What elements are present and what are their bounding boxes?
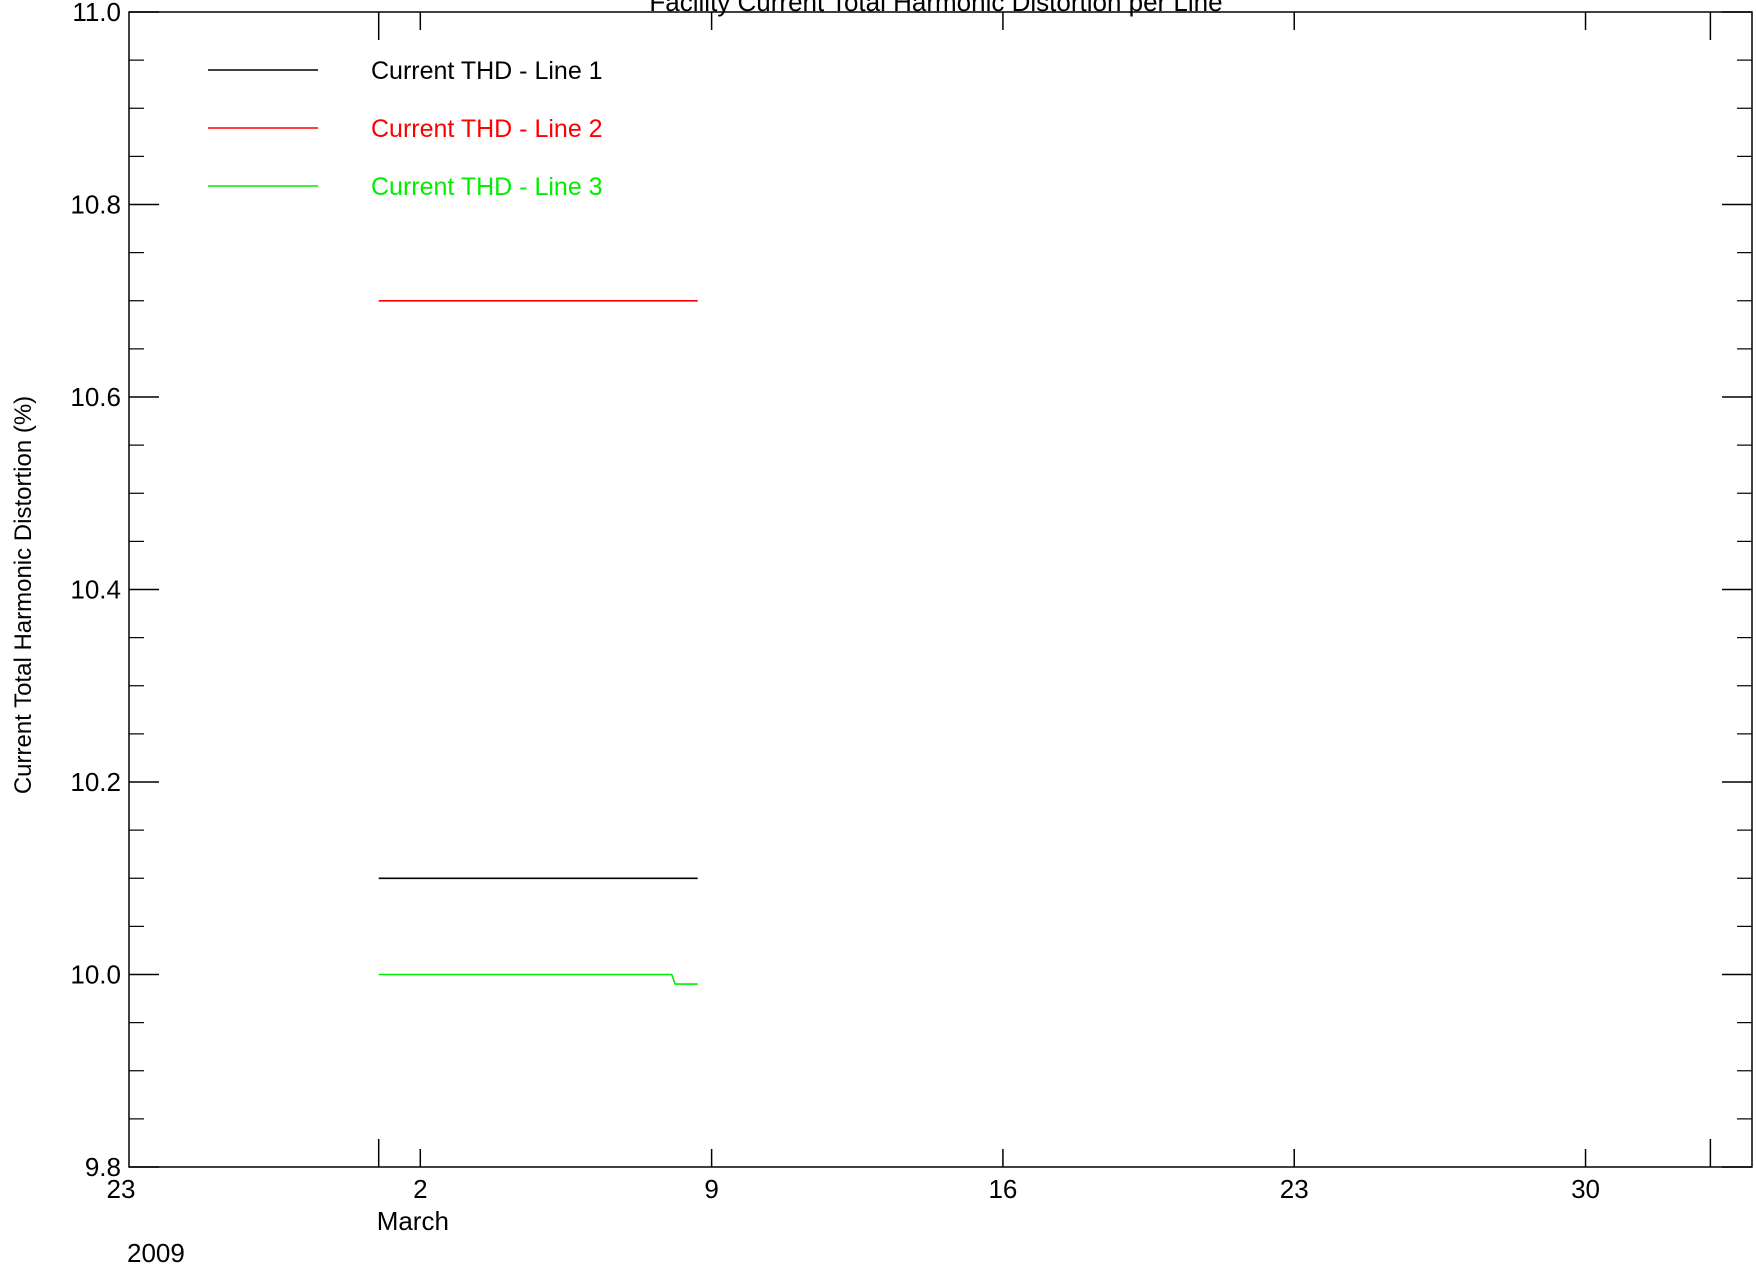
legend-label-2: Current THD - Line 2 <box>371 115 603 143</box>
y-axis-title: Current Total Harmonic Distortion (%) <box>10 396 37 794</box>
y-tick-label: 11.0 <box>72 0 121 27</box>
series-layer <box>378 299 698 985</box>
x-axis: 23 2 9 16 23 30 March 2009 <box>107 12 1712 1268</box>
legend-label-1: Current THD - Line 1 <box>371 57 603 85</box>
x-tick-label: 9 <box>704 1174 718 1204</box>
y-tick-label: 10.2 <box>70 767 121 797</box>
y-tick-label: 9.8 <box>85 1152 121 1182</box>
year-label: 2009 <box>127 1238 185 1268</box>
series-line-3 <box>378 973 698 985</box>
month-label: March <box>377 1206 449 1236</box>
x-tick-label: 30 <box>1571 1174 1600 1204</box>
legend-label-3: Current THD - Line 3 <box>371 173 603 201</box>
y-tick-label: 10.4 <box>70 575 121 605</box>
x-tick-label: 2 <box>413 1174 427 1204</box>
y-axis: 9.8 10.0 10.2 10.4 10.6 10.8 11.0 <box>70 0 1752 1182</box>
y-tick-label: 10.0 <box>70 960 121 990</box>
chart-title: Facility Current Total Harmonic Distorti… <box>649 0 1222 17</box>
y-tick-label: 10.6 <box>70 382 121 412</box>
x-tick-label: 23 <box>107 1174 136 1204</box>
x-tick-label: 23 <box>1280 1174 1309 1204</box>
x-tick-label: 16 <box>988 1174 1017 1204</box>
legend: Current THD - Line 1 Current THD - Line 2… <box>208 57 603 201</box>
y-tick-label: 10.8 <box>70 190 121 220</box>
